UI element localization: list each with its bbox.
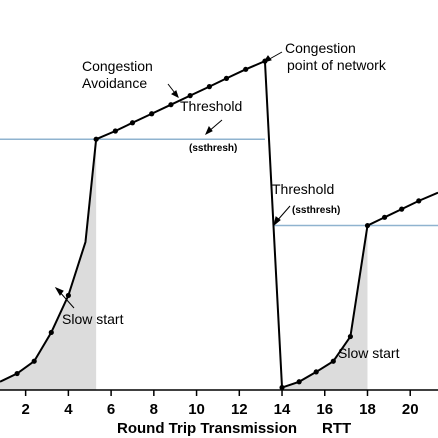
congestion-point-label-line1: Congestion <box>285 40 356 56</box>
x-tick-label-18: 18 <box>359 401 376 418</box>
shade-slow-start-1 <box>0 139 97 390</box>
data-point-12 <box>223 75 230 81</box>
slow-start1-label: Slow start <box>62 311 124 327</box>
x-axis-unit: RTT <box>322 420 351 437</box>
threshold2-label: Threshold <box>272 181 334 197</box>
data-point-23 <box>416 198 422 204</box>
x-tick-label-4: 4 <box>64 401 73 418</box>
data-point-6 <box>112 128 118 134</box>
threshold-lines <box>0 138 438 227</box>
congestion-point-label-line2: point of network <box>287 57 387 73</box>
data-point-18 <box>330 358 336 364</box>
shade-slow-start-2 <box>282 225 368 390</box>
data-point-3 <box>48 329 54 336</box>
congestion-avoidance-arrowhead <box>171 90 179 98</box>
annotation-labels: Congestion Avoidance Congestion point of… <box>62 40 400 437</box>
x-axis-ticks: 2 4 6 8 10 12 14 16 18 20 <box>21 390 419 418</box>
data-point-9 <box>168 102 174 108</box>
threshold1-label: Threshold <box>180 98 242 114</box>
data-point-8 <box>149 111 155 117</box>
x-tick-label-8: 8 <box>150 401 158 418</box>
x-tick-label-16: 16 <box>316 401 333 418</box>
congestion-avoidance-label-line2: Avoidance <box>82 75 147 91</box>
shaded-regions <box>0 139 368 390</box>
x-tick-label-6: 6 <box>107 401 115 418</box>
slow-start2-label: Slow start <box>338 345 400 361</box>
data-point-15 <box>279 384 285 391</box>
data-point-22 <box>399 206 405 212</box>
data-point-13 <box>243 66 249 72</box>
annotation-arrows <box>54 51 291 309</box>
x-axis-title: Round Trip Transmission <box>117 420 297 437</box>
data-point-5 <box>93 136 99 142</box>
data-point-4 <box>65 292 71 299</box>
x-tick-label-12: 12 <box>231 401 248 418</box>
data-point-2 <box>31 358 37 364</box>
data-point-16 <box>296 379 302 385</box>
data-point-20 <box>364 222 371 229</box>
x-tick-label-20: 20 <box>402 401 419 418</box>
data-point-21 <box>381 214 388 220</box>
series-markers <box>14 58 422 391</box>
threshold2-arrowhead <box>273 216 281 227</box>
threshold1-arrowhead <box>205 126 213 136</box>
x-tick-label-10: 10 <box>188 401 205 418</box>
ssthresh2-label: (ssthresh) <box>292 205 340 216</box>
data-point-7 <box>129 120 136 126</box>
congestion-avoidance-label-line1: Congestion <box>82 58 153 74</box>
x-tick-label-14: 14 <box>274 401 291 418</box>
data-point-11 <box>206 84 212 90</box>
ssthresh1-label: (ssthresh) <box>189 143 237 154</box>
data-point-1 <box>14 370 20 377</box>
data-point-10 <box>187 93 193 99</box>
slow-start1-arrowhead <box>54 286 64 296</box>
x-tick-label-2: 2 <box>21 401 29 418</box>
congestion-point-arrowhead <box>262 55 272 63</box>
data-point-17 <box>313 369 319 375</box>
data-point-19 <box>347 333 353 340</box>
